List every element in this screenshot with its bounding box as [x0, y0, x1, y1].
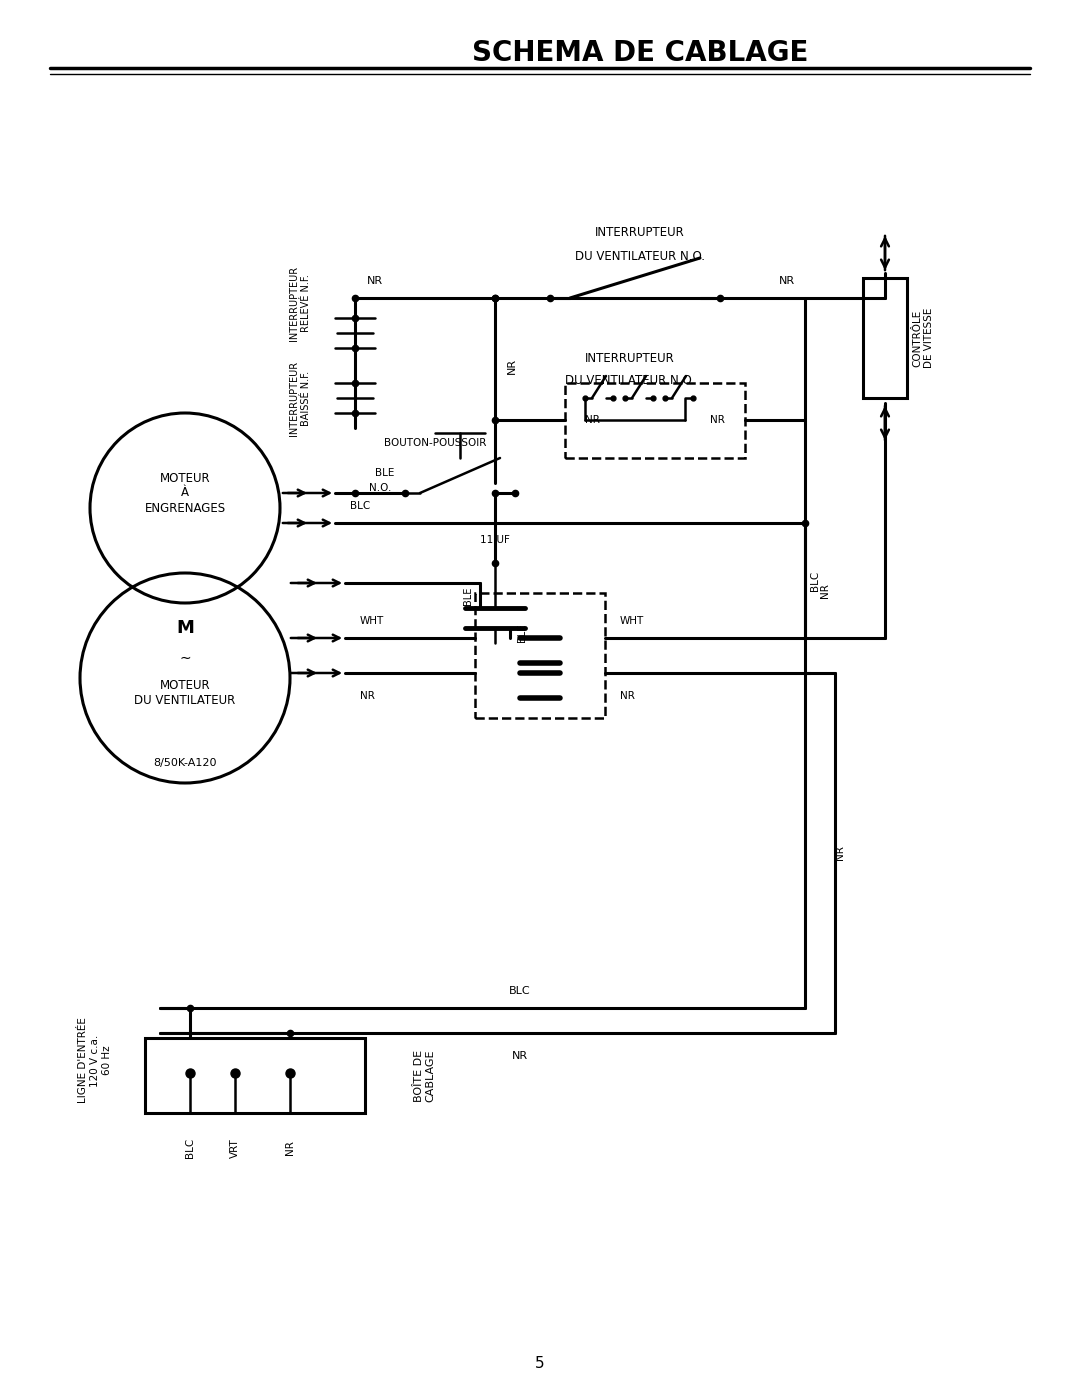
Text: 5: 5: [536, 1356, 544, 1370]
Text: M: M: [176, 619, 194, 637]
Text: NR: NR: [367, 276, 383, 286]
Text: N.O.: N.O.: [368, 483, 391, 493]
Text: BLE: BLE: [463, 586, 473, 605]
Text: LIGNE D'ENTRÉE
120 V c.a.
60 Hz: LIGNE D'ENTRÉE 120 V c.a. 60 Hz: [79, 1017, 111, 1103]
Text: ∼: ∼: [179, 651, 191, 665]
Text: NR: NR: [585, 415, 599, 425]
Text: INTERRUPTEUR
RELEVÉ N.F.: INTERRUPTEUR RELEVÉ N.F.: [289, 265, 311, 340]
Bar: [145, 1038, 365, 1113]
Text: NR: NR: [620, 691, 635, 701]
Text: 8/50K-A120: 8/50K-A120: [153, 758, 217, 768]
Text: INTERRUPTEUR: INTERRUPTEUR: [585, 351, 675, 365]
Text: NR: NR: [512, 1051, 528, 1060]
Text: MOTEUR
DU VENTILATEUR: MOTEUR DU VENTILATEUR: [134, 679, 235, 706]
Text: BLC: BLC: [350, 501, 370, 511]
Text: BLC: BLC: [810, 570, 820, 591]
Text: MOTEUR
À
ENGRENAGES: MOTEUR À ENGRENAGES: [145, 472, 226, 515]
Text: BLE: BLE: [517, 623, 527, 643]
Text: INTERRUPTEUR
BAISSÉ N.F.: INTERRUPTEUR BAISSÉ N.F.: [289, 361, 311, 436]
Bar: [863, 278, 907, 398]
Text: BLC: BLC: [509, 985, 530, 997]
Text: SCHEMA DE CABLAGE: SCHEMA DE CABLAGE: [472, 39, 808, 67]
Text: CONTRÔLE
DE VITESSE: CONTRÔLE DE VITESSE: [913, 308, 934, 368]
Text: INTERRUPTEUR: INTERRUPTEUR: [595, 226, 685, 240]
Text: 11 UF: 11 UF: [481, 534, 510, 545]
Text: BLE: BLE: [375, 468, 394, 477]
Text: VRT: VRT: [230, 1138, 240, 1158]
Text: WHT: WHT: [620, 616, 645, 626]
Text: NR: NR: [360, 691, 375, 701]
Text: NR: NR: [711, 415, 725, 425]
Text: NR: NR: [835, 845, 845, 861]
Text: NR: NR: [820, 583, 831, 598]
Text: WHT: WHT: [360, 616, 384, 626]
Text: NR: NR: [285, 1141, 295, 1155]
Text: NR: NR: [779, 276, 795, 286]
Text: BOÎTE DE
CABLAGE: BOÎTE DE CABLAGE: [415, 1049, 436, 1102]
Text: DU VENTILATEUR N.O.: DU VENTILATEUR N.O.: [575, 250, 705, 262]
Text: NR: NR: [507, 358, 517, 373]
Text: BLC: BLC: [185, 1138, 195, 1158]
Text: DU VENTILATEUR N.O.: DU VENTILATEUR N.O.: [565, 373, 696, 386]
Text: BOUTON-POUSSOIR: BOUTON-POUSSOIR: [383, 439, 486, 448]
